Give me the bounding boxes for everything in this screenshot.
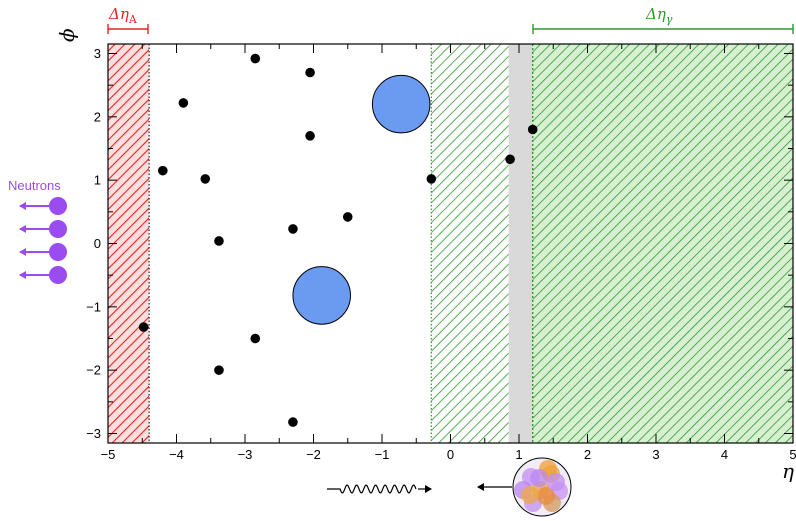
rapidity-regions [108,44,793,443]
y-tick-label: 2 [94,109,101,124]
particle-point [138,322,149,332]
jet-0 [371,74,431,134]
neutrons-group: Neutrons [8,178,67,284]
gap-a-subscript: A [128,13,138,26]
jet-1 [292,266,351,325]
jets [292,74,431,325]
particle-point [178,98,189,108]
x-axis-label: η [782,459,794,483]
gap-a-annotation: ΔηA [107,5,149,34]
particle-point [342,212,353,222]
nucleons [514,460,568,512]
region-grey-band [508,44,533,443]
x-tick-label: 4 [721,447,728,462]
nucleon [537,487,555,505]
x-tick-label: −3 [238,447,253,462]
particle-point [426,174,437,184]
neutrons-label: Neutrons [8,178,61,193]
neutron-icons [19,197,67,284]
gap-gamma-annotation: Δηγ [532,5,794,34]
particle-point [250,333,261,344]
y-tick-label: 0 [94,236,101,251]
neutron-ball [49,220,67,238]
particle-point [505,154,515,165]
photon-icon [327,484,432,494]
y-tick-label: −2 [86,363,101,378]
particle-point [158,165,168,176]
particles [138,53,538,427]
particle-point [305,131,315,141]
neutron-ball [49,243,67,261]
gap-gamma-subscript: γ [666,13,673,26]
neutron-ball [49,197,67,215]
x-axis-ticks: −5 −4 −3 −2 −1 0 1 2 3 4 5 [101,44,796,462]
x-tick-label: 3 [652,447,659,462]
y-tick-label: 3 [94,46,101,61]
y-axis-ticks: −3 −2 −1 0 1 2 3 [86,46,793,441]
particle-point [288,224,298,234]
particle-point [214,365,224,375]
y-tick-label: −1 [86,299,101,314]
nucleon [521,486,539,504]
particle-point [288,417,298,427]
particle-point [214,236,224,246]
y-tick-label: −3 [86,426,101,441]
x-tick-label: 1 [515,447,522,462]
x-tick-label: −5 [101,447,116,462]
y-axis-label: ϕ [55,28,79,42]
region-hatched-green [431,44,509,443]
particle-point [200,174,211,184]
gap-gamma-label: Δηγ [645,5,673,26]
nucleus-icon [477,457,572,517]
neutron-ball [49,266,67,284]
gap-a-label: ΔηA [108,5,138,26]
x-tick-label: −2 [306,447,321,462]
x-tick-label: 2 [584,447,591,462]
particle-point [527,124,538,135]
x-tick-label: −4 [169,447,184,462]
y-tick-label: 1 [94,173,101,188]
region-gap-gamma [532,44,793,443]
nucleon [530,469,548,487]
x-tick-label: 0 [447,447,454,462]
particle-point [250,53,261,64]
nucleon [547,473,565,491]
particle-point [305,67,315,78]
x-tick-label: 5 [789,447,796,462]
x-tick-label: −1 [375,447,390,462]
photon-wave [327,484,417,494]
